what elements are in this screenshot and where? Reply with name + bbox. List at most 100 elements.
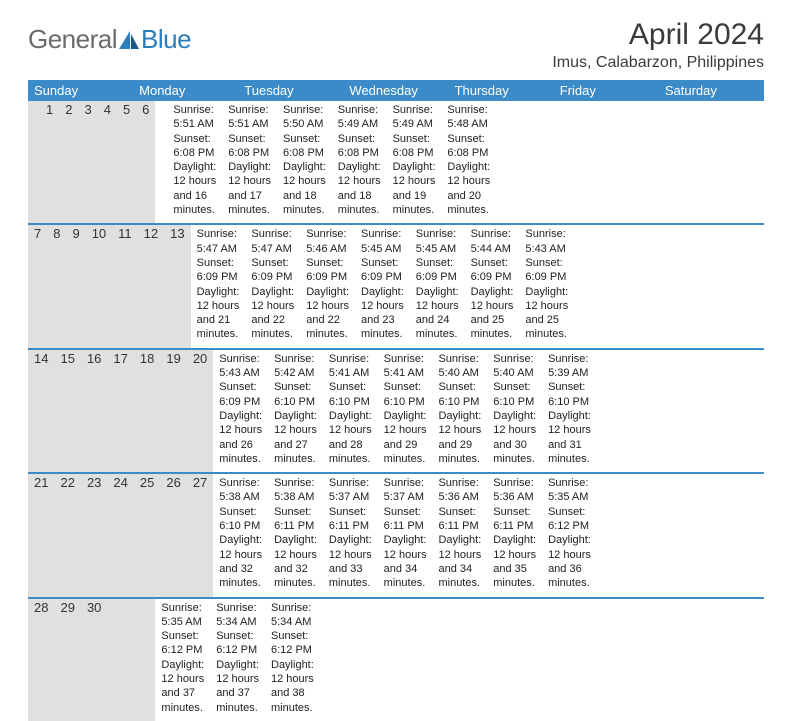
sunrise-text: Sunrise: 5:35 AM: [161, 601, 204, 630]
sunset-text: Sunset: 6:11 PM: [329, 505, 372, 534]
sunrise-text: Sunrise: 5:51 AM: [228, 103, 271, 132]
sunrise-text: Sunrise: 5:40 AM: [438, 352, 481, 381]
sunset-text: Sunset: 6:09 PM: [361, 256, 404, 285]
sunset-text: Sunset: 6:08 PM: [393, 132, 436, 161]
day-details: Sunrise: 5:34 AMSunset: 6:12 PMDaylight:…: [265, 599, 320, 721]
daylight-text: Daylight: 12 hours and 21 minutes.: [197, 285, 240, 342]
sunset-text: Sunset: 6:08 PM: [283, 132, 326, 161]
daylight-text: Daylight: 12 hours and 35 minutes.: [493, 533, 536, 590]
logo-text-blue: Blue: [141, 24, 191, 55]
sunrise-text: Sunrise: 5:42 AM: [274, 352, 317, 381]
day-number: 10: [86, 225, 112, 347]
sunrise-text: Sunrise: 5:37 AM: [384, 476, 427, 505]
sunset-text: Sunset: 6:08 PM: [338, 132, 381, 161]
daylight-text: Daylight: 12 hours and 36 minutes.: [548, 533, 591, 590]
weekday-header: Monday: [133, 80, 238, 101]
sunset-text: Sunset: 6:10 PM: [493, 380, 536, 409]
day-details: Sunrise: 5:47 AMSunset: 6:09 PMDaylight:…: [191, 225, 246, 347]
sunrise-text: Sunrise: 5:49 AM: [338, 103, 381, 132]
weekday-header: Thursday: [449, 80, 554, 101]
daylight-text: Daylight: 12 hours and 24 minutes.: [416, 285, 459, 342]
day-number: 24: [107, 474, 133, 596]
daylight-text: Daylight: 12 hours and 22 minutes.: [306, 285, 349, 342]
day-number: 21: [28, 474, 54, 596]
sunset-text: Sunset: 6:12 PM: [548, 505, 591, 534]
day-number-strip: 282930: [28, 599, 155, 721]
day-number: 18: [134, 350, 160, 472]
day-number: 5: [117, 101, 136, 223]
day-number: 19: [160, 350, 186, 472]
day-number: 23: [81, 474, 107, 596]
sunrise-text: Sunrise: 5:41 AM: [329, 352, 372, 381]
daylight-text: Daylight: 12 hours and 17 minutes.: [228, 160, 271, 217]
sunset-text: Sunset: 6:08 PM: [173, 132, 216, 161]
details-strip: Sunrise: 5:43 AMSunset: 6:09 PM Daylight:…: [213, 350, 597, 472]
week-row: 123456Sunrise: 5:51 AMSunset: 6:08 PMDay…: [28, 101, 764, 225]
day-details: [344, 599, 356, 721]
sunset-text: Sunset: 6:08 PM: [447, 132, 490, 161]
day-details: Sunrise: 5:45 AMSunset: 6:09 PMDaylight:…: [355, 225, 410, 347]
details-strip: Sunrise: 5:47 AMSunset: 6:09 PMDaylight:…: [191, 225, 575, 347]
sunset-text: Sunset: 6:09 PM: [251, 256, 294, 285]
day-details: [332, 599, 344, 721]
sunset-text: Sunset: 6:11 PM: [438, 505, 481, 534]
day-details: Sunrise: 5:45 AMSunset: 6:09 PMDaylight:…: [410, 225, 465, 347]
daylight-text: Daylight: 12 hours and 18 minutes.: [338, 160, 381, 217]
title-block: April 2024 Imus, Calabarzon, Philippines: [552, 18, 764, 72]
day-number: [131, 599, 143, 721]
day-number: 1: [40, 101, 59, 223]
sunset-text: Sunset: 6:09 PM: [471, 256, 514, 285]
logo: General Blue: [28, 18, 191, 55]
day-number: 27: [187, 474, 213, 596]
daylight-text: Daylight: 12 hours and 32 minutes.: [219, 533, 262, 590]
day-details: Sunrise: 5:43 AMSunset: 6:09 PMDaylight:…: [519, 225, 574, 347]
day-details: Sunrise: 5:43 AMSunset: 6:09 PMDaylight:…: [213, 350, 268, 472]
sunrise-text: Sunrise: 5:47 AM: [197, 227, 240, 256]
day-details: Sunrise: 5:36 AMSunset: 6:11 PMDaylight:…: [432, 474, 487, 596]
sunrise-text: Sunrise: 5:48 AM: [447, 103, 490, 132]
daylight-text: Daylight: 12 hours and 29 minutes.: [384, 409, 427, 466]
day-details: Sunrise: 5:36 AMSunset: 6:11 PMDaylight:…: [487, 474, 542, 596]
weekday-header: Tuesday: [238, 80, 343, 101]
sunset-text: Sunset: 6:10 PM: [438, 380, 481, 409]
sunset-text: Sunset: 6:09 PM: [219, 380, 262, 409]
day-details: [356, 599, 368, 721]
day-details: Sunrise: 5:38 AMSunset: 6:10 PMDaylight:…: [213, 474, 268, 596]
day-number: [119, 599, 131, 721]
day-number: 6: [136, 101, 155, 223]
week-row: 78910111213Sunrise: 5:47 AMSunset: 6:09 …: [28, 225, 764, 349]
day-details: Sunrise: 5:46 AMSunset: 6:09 PMDaylight:…: [300, 225, 355, 347]
day-details: Sunrise: 5:51 AMSunset: 6:08 PMDaylight:…: [167, 101, 222, 223]
location: Imus, Calabarzon, Philippines: [552, 54, 764, 72]
weekday-header: Saturday: [659, 80, 764, 101]
day-number: 15: [54, 350, 80, 472]
calendar-grid: Sunday Monday Tuesday Wednesday Thursday…: [28, 80, 764, 721]
sunrise-text: Sunrise: 5:35 AM: [548, 476, 591, 505]
sunrise-text: Sunrise: 5:47 AM: [251, 227, 294, 256]
weekday-header: Friday: [554, 80, 659, 101]
sunset-text: Sunset: 6:12 PM: [161, 629, 204, 658]
sunset-text: Sunset: 6:09 PM: [525, 256, 568, 285]
day-number: 9: [66, 225, 85, 347]
daylight-text: Daylight: 12 hours and 31 minutes.: [548, 409, 591, 466]
day-details: Sunrise: 5:49 AMSunset: 6:08 PMDaylight:…: [387, 101, 442, 223]
sunrise-text: Sunrise: 5:49 AM: [393, 103, 436, 132]
day-details: Sunrise: 5:39 AMSunset: 6:10 PMDaylight:…: [542, 350, 597, 472]
day-details: Sunrise: 5:38 AMSunset: 6:11 PMDaylight:…: [268, 474, 323, 596]
weekday-header-row: Sunday Monday Tuesday Wednesday Thursday…: [28, 80, 764, 101]
day-details: Sunrise: 5:51 AMSunset: 6:08 PMDaylight:…: [222, 101, 277, 223]
day-details: Sunrise: 5:40 AMSunset: 6:10 PMDaylight:…: [432, 350, 487, 472]
day-number: 26: [160, 474, 186, 596]
sunset-text: Sunset: 6:12 PM: [271, 629, 314, 658]
sunrise-text: Sunrise: 5:43 AM: [219, 352, 262, 381]
day-details: Sunrise: 5:41 AMSunset: 6:10 PMDaylight:…: [378, 350, 433, 472]
sunset-text: Sunset: 6:08 PM: [228, 132, 271, 161]
day-number: 16: [81, 350, 107, 472]
sunrise-text: Sunrise: 5:39 AM: [548, 352, 591, 381]
daylight-text: Daylight: 12 hours and 37 minutes.: [216, 658, 259, 715]
day-number: 29: [54, 599, 80, 721]
day-number: 20: [187, 350, 213, 472]
daylight-text: Daylight: 12 hours and 29 minutes.: [438, 409, 481, 466]
day-number-strip: 78910111213: [28, 225, 191, 347]
day-number: [28, 101, 40, 223]
